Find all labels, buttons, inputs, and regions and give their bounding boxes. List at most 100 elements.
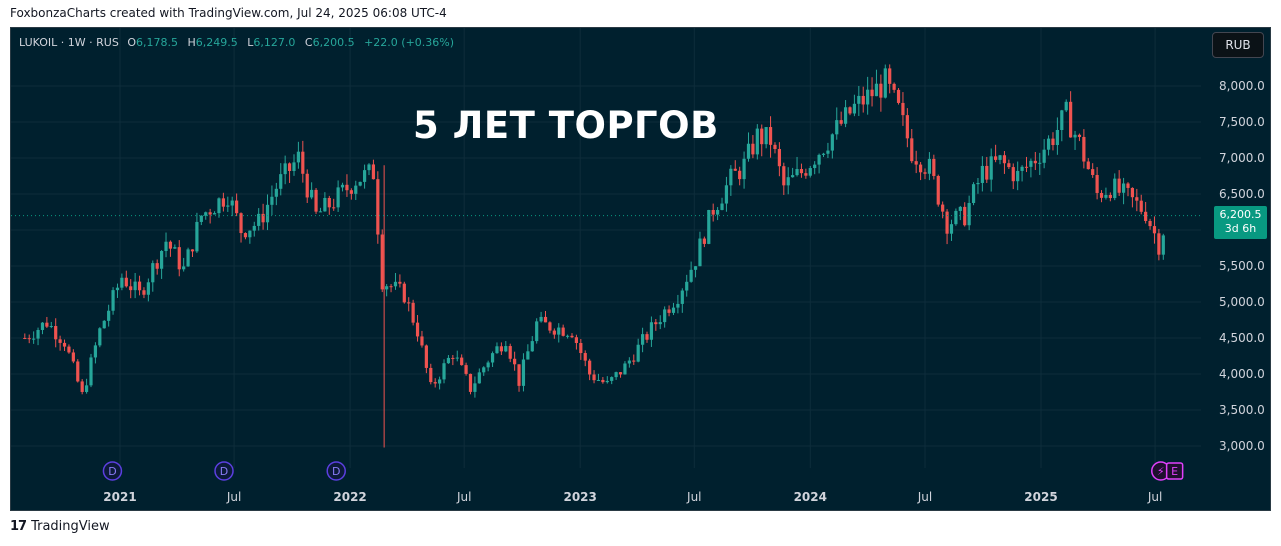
- candle-body: [879, 83, 883, 98]
- currency-button[interactable]: RUB: [1212, 32, 1264, 58]
- candle-body: [530, 341, 534, 352]
- candle-body: [817, 154, 821, 165]
- x-axis-label: Jul: [686, 490, 701, 504]
- x-axis-label: Jul: [1147, 490, 1162, 504]
- candle-body: [1046, 138, 1051, 150]
- candle-body: [1121, 183, 1126, 193]
- candle-body: [649, 322, 654, 340]
- candle-body: [1033, 160, 1037, 164]
- candle-body: [433, 382, 437, 384]
- candle-body: [270, 196, 274, 205]
- candlestick-chart[interactable]: 2021 Jul 2022 Jul 2023 Jul 2024 Jul 2025 Jul 8,000…: [11, 28, 1270, 510]
- candle-body: [186, 249, 190, 267]
- candle-body: [755, 128, 759, 155]
- candle-body: [786, 177, 790, 186]
- candle-body: [791, 175, 795, 178]
- candle-body: [623, 363, 627, 375]
- candle-body: [1095, 174, 1099, 193]
- candle-body: [980, 165, 984, 183]
- candle-body: [424, 345, 428, 368]
- candle-body: [332, 207, 336, 209]
- candle-body: [62, 342, 67, 347]
- candle-body: [826, 150, 830, 154]
- candle-body: [535, 321, 539, 342]
- candle-body: [124, 277, 128, 287]
- candle-body: [910, 138, 914, 162]
- candle-body: [40, 322, 45, 330]
- y-axis-label: 8,000.0: [1219, 79, 1265, 93]
- candle-body: [777, 149, 781, 167]
- candle-body: [36, 329, 40, 339]
- candle-body: [1126, 183, 1130, 188]
- candle-body: [1099, 192, 1104, 198]
- candle-body: [155, 263, 159, 269]
- candle-body: [362, 170, 367, 182]
- candle-body: [340, 184, 345, 188]
- candle-body: [499, 346, 503, 352]
- legend-high: 6,249.5: [195, 36, 238, 49]
- candle-body: [23, 338, 27, 339]
- candle-body: [274, 188, 278, 197]
- candle-body: [543, 316, 548, 323]
- candle-body: [243, 233, 248, 238]
- y-axis-label: 7,500.0: [1219, 115, 1265, 129]
- candle-body: [720, 203, 724, 210]
- candle-body: [971, 184, 976, 203]
- candle-body: [1108, 194, 1112, 199]
- candle-body: [941, 204, 945, 212]
- y-axis-label: 5,000.0: [1219, 295, 1265, 309]
- last-price-countdown: 3d 6h: [1224, 222, 1257, 235]
- candle-body: [1130, 187, 1135, 198]
- candle-body: [389, 286, 393, 288]
- candle-body: [345, 184, 349, 191]
- earnings-icon: [1165, 462, 1184, 480]
- dividend-icon: [102, 461, 123, 481]
- candle-body: [1152, 226, 1157, 234]
- candle-body: [632, 360, 636, 362]
- candle-body: [473, 383, 477, 392]
- legend-symbol[interactable]: LUKOIL · 1W · RUS: [19, 36, 119, 49]
- candle-body: [680, 290, 684, 304]
- candle-body: [58, 339, 62, 343]
- candle-body: [830, 134, 834, 151]
- candle-body: [645, 334, 649, 340]
- candle-body: [808, 168, 812, 176]
- candle-body: [49, 326, 53, 328]
- candle-body: [76, 361, 80, 382]
- candle-body: [393, 281, 398, 287]
- candle-body: [1091, 169, 1095, 175]
- candle-body: [689, 269, 693, 282]
- candle-body: [1064, 101, 1068, 111]
- candle-body: [168, 241, 173, 249]
- candle-body: [592, 374, 596, 381]
- candle-body: [1077, 134, 1082, 137]
- candle-body: [905, 115, 909, 139]
- candle-body: [177, 247, 181, 270]
- candle-body: [782, 166, 786, 186]
- candle-body: [208, 212, 212, 215]
- candle-body: [402, 283, 406, 303]
- candle-body: [552, 330, 556, 335]
- grid-layer: [11, 28, 1201, 468]
- candle-body: [477, 372, 481, 384]
- candle-body: [45, 322, 49, 327]
- candle-body: [420, 336, 424, 346]
- overlay-title: 5 ЛЕТ ТОРГОВ: [413, 104, 719, 147]
- candle-body: [151, 263, 155, 283]
- dividend-icon: [326, 461, 346, 481]
- candle-body: [954, 210, 958, 225]
- candle-body: [446, 357, 451, 364]
- candle-body: [901, 102, 905, 116]
- candle-body: [883, 68, 887, 98]
- candle-body: [813, 164, 817, 169]
- dividend-icon-label: D: [108, 465, 116, 478]
- candle-body: [994, 156, 998, 160]
- candle-body: [504, 346, 508, 352]
- chart-frame[interactable]: 2021 Jul 2022 Jul 2023 Jul 2024 Jul 2025 Jul 8,000…: [10, 27, 1271, 511]
- candle-body: [455, 357, 459, 359]
- candle-body: [605, 380, 609, 383]
- candle-body: [54, 326, 58, 340]
- candle-body: [137, 281, 142, 291]
- footer-branding[interactable]: 17 TradingView: [10, 519, 110, 534]
- candle-body: [976, 182, 980, 185]
